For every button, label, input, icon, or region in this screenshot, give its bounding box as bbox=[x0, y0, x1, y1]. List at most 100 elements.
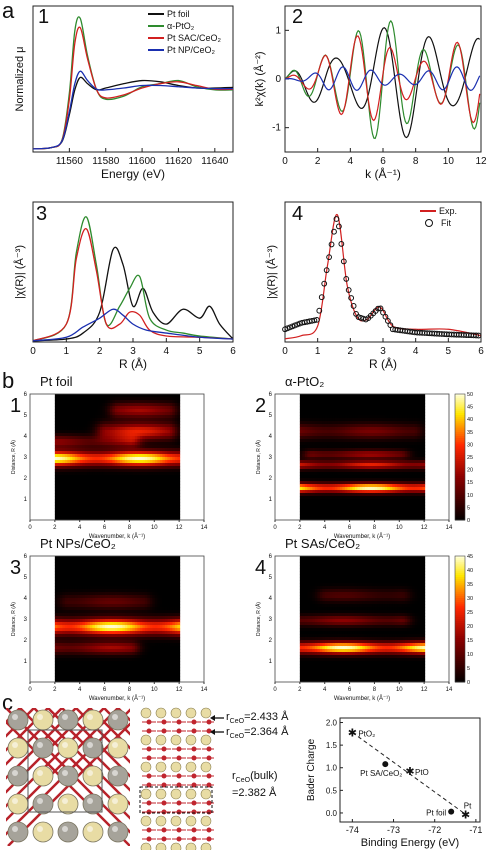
heatmap-cell bbox=[54, 502, 58, 506]
heatmap-cell bbox=[77, 439, 81, 443]
heatmap-cell bbox=[412, 424, 416, 428]
heatmap-cell bbox=[172, 463, 176, 467]
heatmap-cell bbox=[139, 478, 143, 482]
heatmap-cell bbox=[339, 505, 343, 509]
heatmap-cell bbox=[89, 403, 93, 407]
heatmap-cell bbox=[404, 424, 408, 428]
heatmap-cell bbox=[359, 412, 363, 416]
heatmap-cell bbox=[107, 421, 111, 425]
heatmap-cell bbox=[79, 457, 83, 461]
heatmap-cell bbox=[402, 496, 406, 500]
heatmap-cell bbox=[147, 400, 151, 404]
heatmap-cell bbox=[344, 463, 348, 467]
heatmap-cell bbox=[392, 397, 396, 401]
heatmap-cell bbox=[157, 394, 161, 398]
heatmap-cell bbox=[317, 499, 321, 503]
heatmap-cell bbox=[412, 484, 416, 488]
heatmap-cell bbox=[177, 406, 181, 410]
heatmap-cell bbox=[174, 475, 178, 479]
heatmap-cell bbox=[369, 502, 373, 506]
heatmap-cell bbox=[322, 412, 326, 416]
heatmap-cell bbox=[329, 493, 333, 497]
heatmap-cell bbox=[102, 484, 106, 488]
heatmap-cell bbox=[167, 400, 171, 404]
heatmap-cell bbox=[72, 496, 76, 500]
heatmap-cell bbox=[164, 460, 168, 464]
heatmap-cell bbox=[59, 454, 63, 458]
heatmap-cell bbox=[299, 409, 303, 413]
heatmap-cell bbox=[304, 505, 308, 509]
heatmap-cell bbox=[69, 598, 73, 602]
heatmap-cell bbox=[69, 643, 73, 647]
heatmap-cell bbox=[119, 487, 123, 491]
heatmap-cell bbox=[89, 490, 93, 494]
heatmap-cell bbox=[119, 460, 123, 464]
heatmap-cell bbox=[422, 511, 426, 515]
heatmap-cell bbox=[64, 412, 68, 416]
heatmap-cell bbox=[137, 481, 141, 485]
heatmap-cell bbox=[137, 496, 141, 500]
heatmap-cell bbox=[57, 493, 61, 497]
heatmap-cell bbox=[374, 487, 378, 491]
heatmap-cell bbox=[392, 457, 396, 461]
heatmap-cell bbox=[144, 478, 148, 482]
heatmap-cell bbox=[84, 490, 88, 494]
heatmap-cell bbox=[59, 604, 63, 608]
heatmap-cell bbox=[354, 436, 358, 440]
heatmap-cell bbox=[77, 643, 81, 647]
heatmap-cell bbox=[399, 418, 403, 422]
heatmap-cell bbox=[54, 493, 58, 497]
heatmap-cell bbox=[389, 406, 393, 410]
heatmap-cell bbox=[94, 487, 98, 491]
heatmap-cell bbox=[349, 493, 353, 497]
heatmap-cell bbox=[82, 514, 86, 518]
legend-swatch bbox=[148, 13, 164, 15]
heatmap-cell bbox=[54, 406, 58, 410]
heatmap-cell bbox=[157, 493, 161, 497]
heatmap-cell bbox=[319, 418, 323, 422]
heatmap-cell bbox=[162, 490, 166, 494]
heatmap-cell bbox=[82, 565, 86, 569]
heatmap-cell bbox=[134, 499, 138, 503]
heatmap-cell bbox=[342, 484, 346, 488]
heatmap-cell bbox=[129, 409, 133, 413]
heatmap-cell bbox=[69, 511, 73, 515]
heatmap-cell bbox=[72, 406, 76, 410]
heatmap-cell bbox=[79, 649, 83, 653]
heatmap-cell bbox=[152, 424, 156, 428]
heatmap-cell bbox=[82, 436, 86, 440]
heatmap-cell bbox=[409, 502, 413, 506]
heatmap-cell bbox=[97, 436, 101, 440]
heatmap-cell bbox=[404, 475, 408, 479]
heatmap-cell bbox=[302, 460, 306, 464]
colorbar-cell bbox=[455, 494, 465, 498]
heatmap-cell bbox=[362, 415, 366, 419]
heatmap-cell bbox=[404, 406, 408, 410]
heatmap-cell bbox=[77, 463, 81, 467]
heatmap-cell bbox=[129, 415, 133, 419]
heatmap-cell bbox=[307, 481, 311, 485]
heatmap-cell bbox=[64, 589, 68, 593]
heatmap-cell bbox=[357, 472, 361, 476]
heatmap-cell bbox=[357, 439, 361, 443]
heatmap-cell bbox=[54, 634, 58, 638]
heatmap-cell bbox=[324, 439, 328, 443]
heatmap-cell bbox=[314, 493, 318, 497]
heatmap-cell bbox=[134, 484, 138, 488]
heatmap-cell bbox=[112, 436, 116, 440]
heatmap-cell bbox=[169, 412, 173, 416]
heatmap-cell bbox=[112, 505, 116, 509]
heatmap-cell bbox=[62, 559, 66, 563]
heatmap-cell bbox=[157, 433, 161, 437]
heatmap-cell bbox=[407, 400, 411, 404]
heatmap-cell bbox=[364, 451, 368, 455]
heatmap-cell bbox=[152, 409, 156, 413]
heatmap-cell bbox=[154, 460, 158, 464]
heatmap-cell bbox=[77, 631, 81, 635]
heatmap-cell bbox=[332, 421, 336, 425]
heatmap-cell bbox=[332, 517, 336, 521]
heatmap-cell bbox=[377, 466, 381, 470]
heatmap-cell bbox=[377, 517, 381, 521]
heatmap-cell bbox=[397, 415, 401, 419]
heatmap-cell bbox=[374, 448, 378, 452]
